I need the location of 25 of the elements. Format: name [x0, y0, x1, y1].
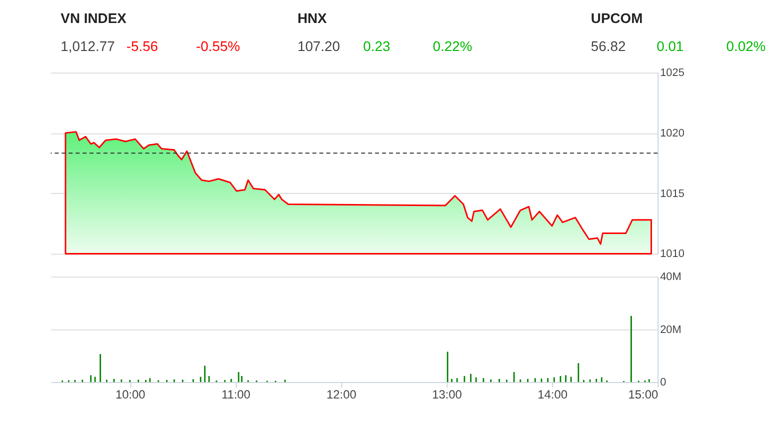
text: 0.22% [432, 38, 472, 54]
text: 107.20 [297, 38, 340, 54]
text: 1,012.77 [60, 38, 116, 54]
text: -0.55% [196, 38, 240, 54]
x-tick-label: 10:00 [115, 387, 146, 402]
y-tick-label: 1010 [660, 248, 684, 260]
y-tick-label: 40M [660, 271, 682, 284]
x-tick-label: 13:00 [432, 387, 462, 402]
x-tick-label: 12:00 [326, 387, 357, 402]
text: 0.02% [726, 38, 766, 54]
y-tick-label: 0 [660, 376, 666, 389]
text: -5.56 [126, 38, 158, 54]
text: 0.01 [656, 38, 684, 54]
text: 0.23 [363, 38, 390, 54]
x-tick-label: 11:00 [221, 387, 251, 402]
text: VN INDEX [60, 10, 128, 26]
y-tick-label: 20M [660, 324, 682, 336]
x-tick-label: 14:00 [538, 387, 568, 402]
text: UPCOM [590, 10, 643, 26]
y-tick-label: 1025 [660, 67, 684, 80]
text: HNX [297, 10, 328, 26]
x-tick-label: 15:00 [628, 387, 658, 402]
text: 56.82 [590, 38, 626, 54]
y-tick-label: 1020 [660, 128, 684, 140]
y-tick-label: 1015 [660, 188, 684, 200]
